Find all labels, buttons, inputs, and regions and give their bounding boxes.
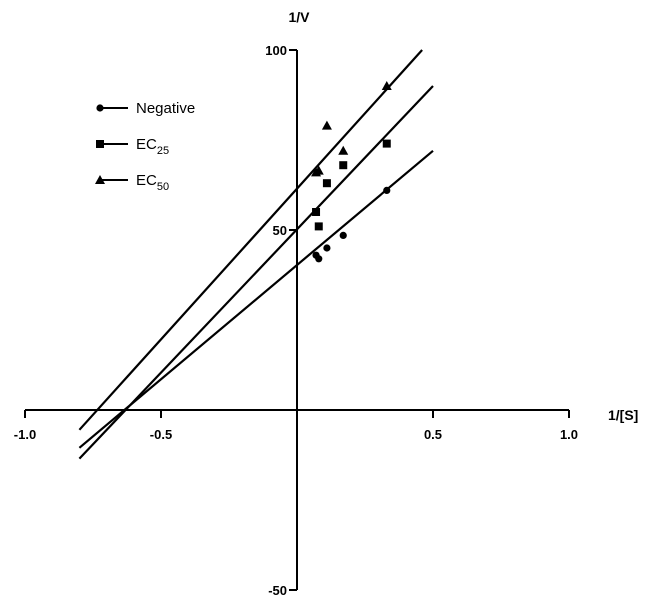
y-tick-label: 50 (273, 223, 287, 238)
data-point-ec25 (339, 161, 347, 169)
y-tick-label: -50 (268, 583, 287, 598)
fit-line-ec50 (79, 50, 422, 430)
y-axis-label: 1/V (288, 9, 310, 25)
axes: -1.0 -0.5 0.5 1.0 100 50 -50 (14, 43, 578, 598)
data-point-negative (383, 187, 390, 194)
x-tick-label: -0.5 (150, 427, 172, 442)
legend-marker-ec25 (96, 140, 104, 148)
legend-label-ec25: EC25 (136, 136, 169, 157)
fit-line-ec25 (79, 86, 433, 459)
data-point-ec25 (312, 208, 320, 216)
data-point-ec25 (383, 140, 391, 148)
x-tick-label: 0.5 (424, 427, 442, 442)
data-point-negative (315, 255, 322, 262)
data-point-negative (323, 244, 330, 251)
legend-marker-negative (96, 104, 103, 111)
legend: Negative EC25 EC50 (95, 100, 195, 193)
data-point-ec25 (323, 179, 331, 187)
x-tick-label: 1.0 (560, 427, 578, 442)
x-tick-label: -1.0 (14, 427, 36, 442)
x-axis-label: 1/[S] (608, 407, 638, 423)
data-point-ec25 (315, 222, 323, 230)
fit-lines (79, 50, 433, 459)
data-point-ec50 (322, 121, 332, 130)
y-tick-label: 100 (265, 43, 287, 58)
data-point-ec50 (338, 146, 348, 155)
data-point-negative (340, 232, 347, 239)
legend-label-ec50: EC50 (136, 172, 169, 193)
legend-label-negative: Negative (136, 100, 195, 117)
